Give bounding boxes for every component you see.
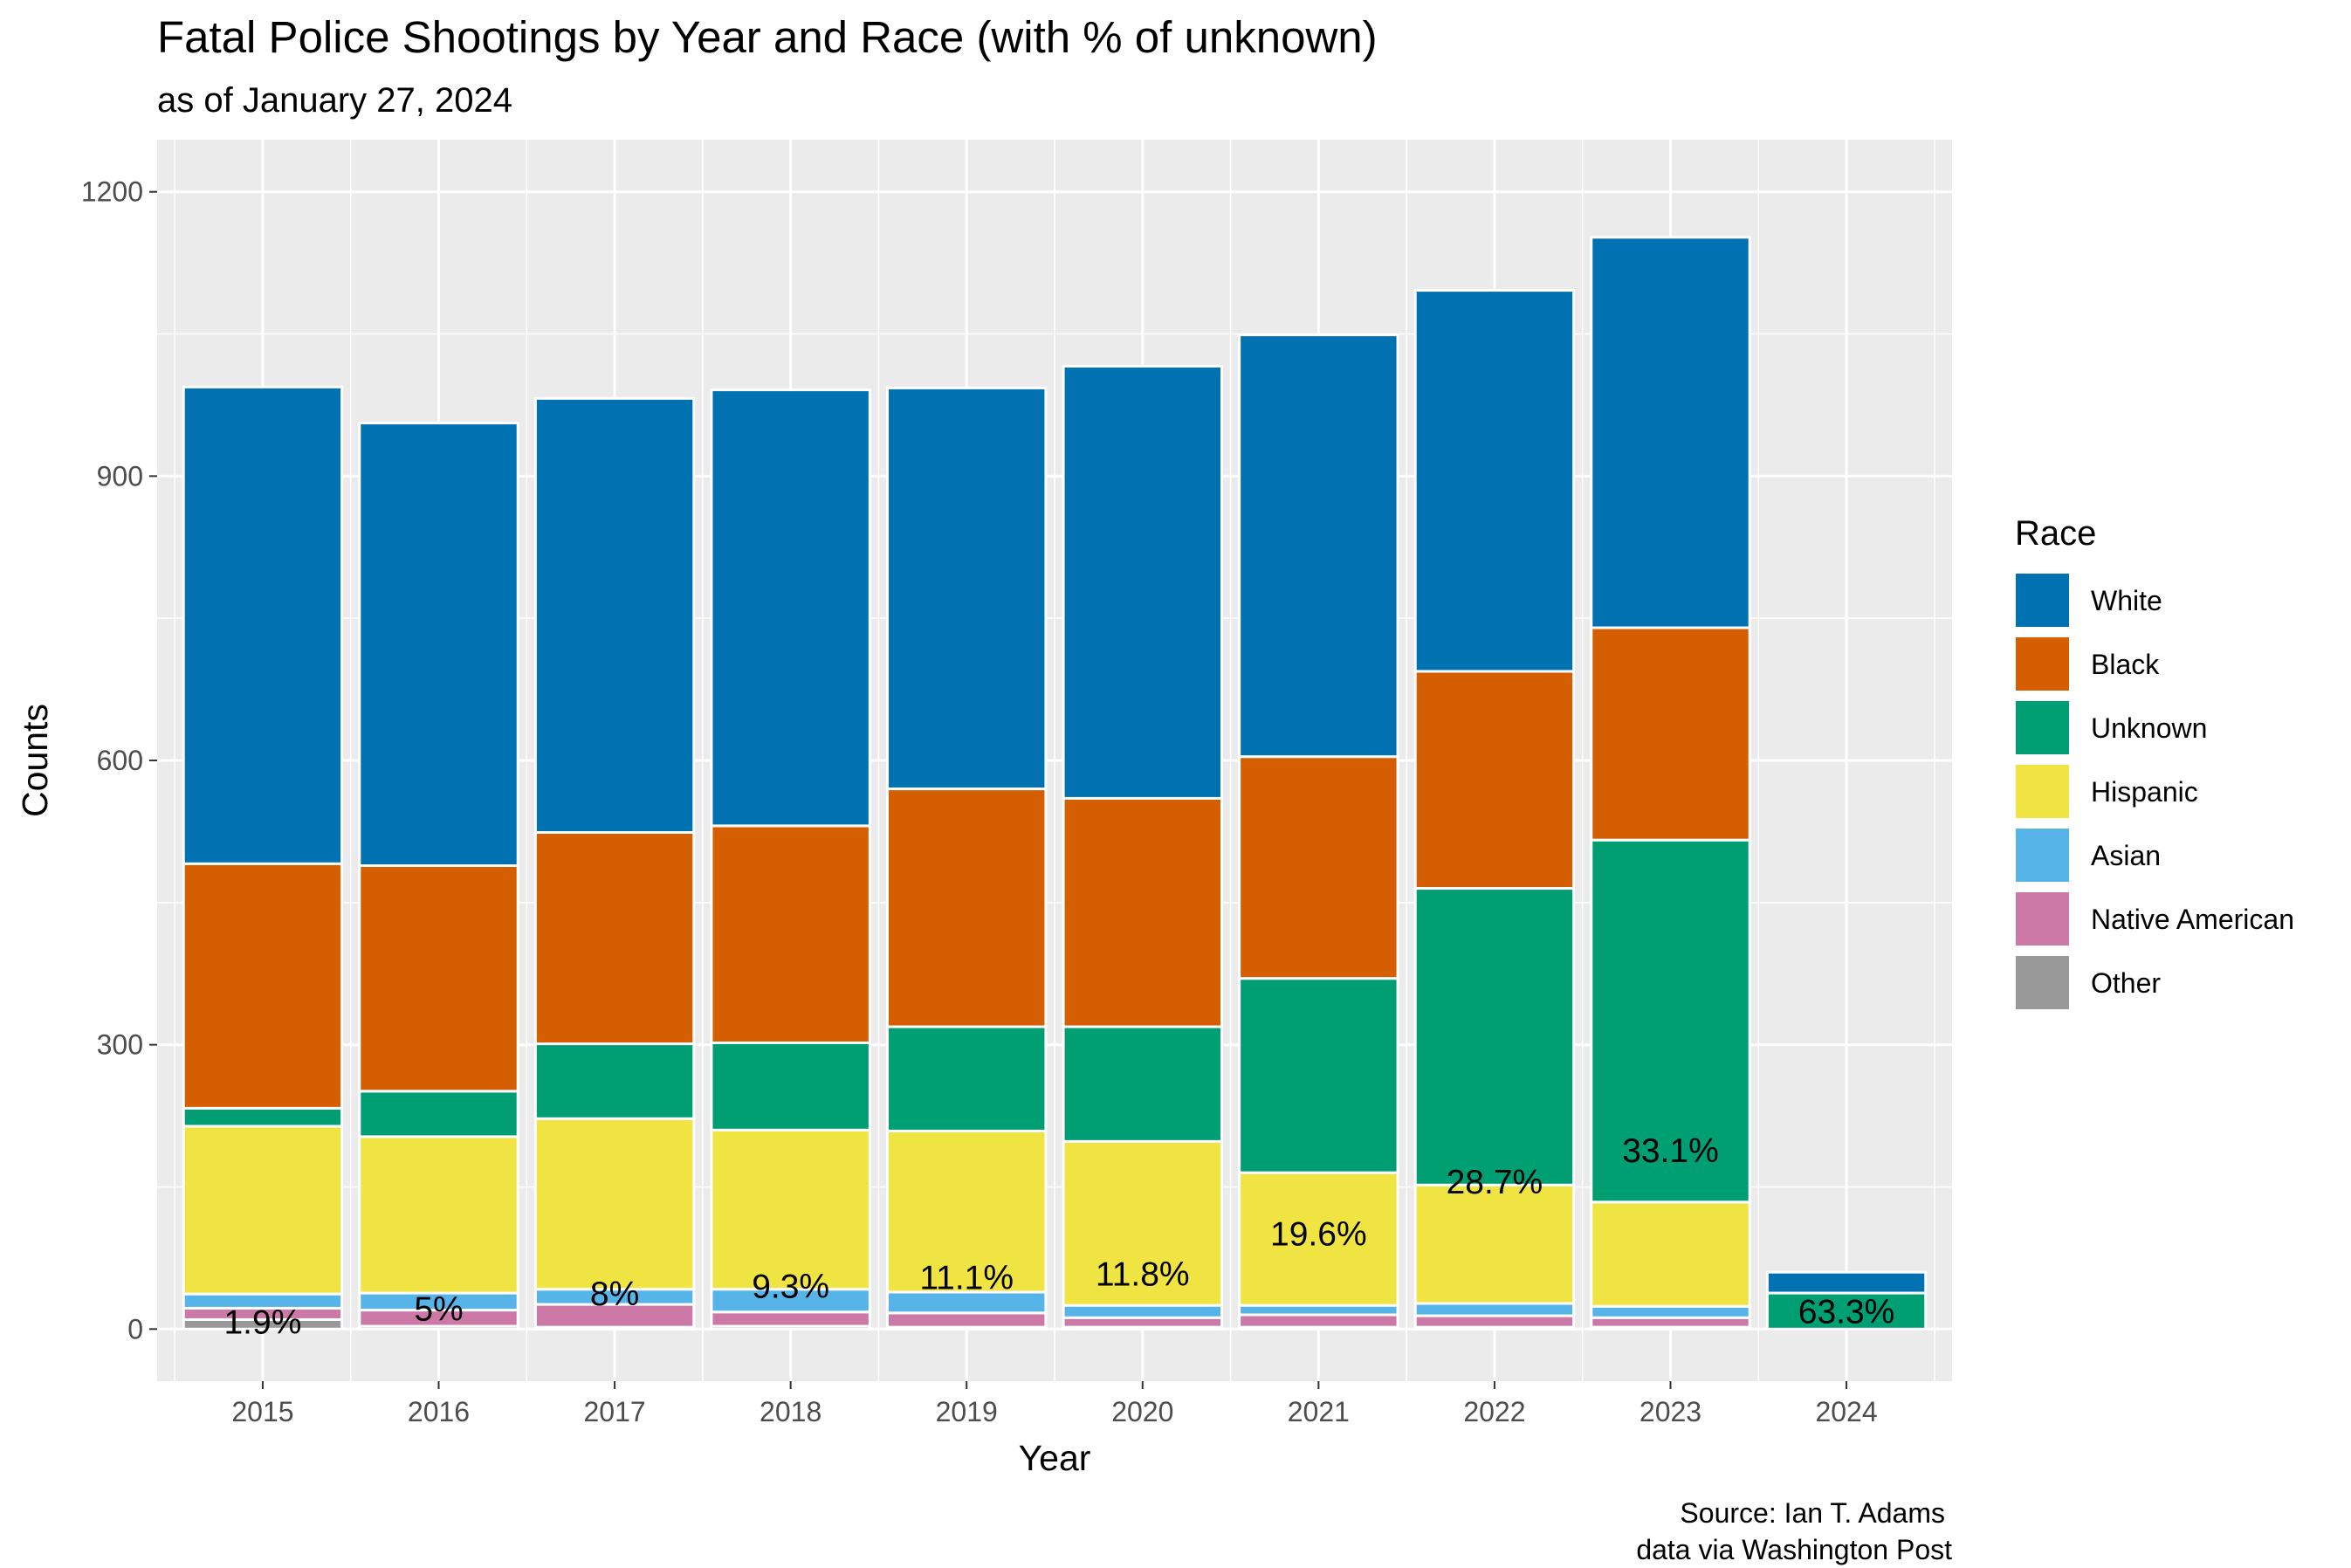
bar-segment-asian [1590,1304,1751,1319]
bar-segment-hispanic [1062,1139,1223,1307]
bars [182,236,1928,1331]
percent-label: 11.1% [919,1260,1014,1297]
x-tick-label: 2022 [1463,1396,1525,1427]
legend-label: Other [2091,967,2161,999]
bar-segment-black [886,787,1048,1028]
bar-segment-native-american [1062,1316,1223,1329]
bar-segment-unknown [358,1090,519,1138]
legend-key-unknown [2014,699,2071,756]
bar-segment-hispanic [1238,1171,1399,1307]
bar-segment-native-american [710,1310,871,1328]
y-tick-label: 600 [97,745,143,776]
bar-segment-hispanic [533,1117,696,1291]
bar-segment-white [1238,334,1399,759]
percent-label: 11.8% [1096,1255,1190,1293]
x-tick-label: 2019 [936,1396,998,1427]
legend-key-asian [2014,827,2071,884]
percent-label: 9.3% [752,1268,829,1305]
y-tick-label: 900 [97,460,143,492]
bar-segment-black [358,863,519,1093]
x-axis-title: Year [1019,1438,1091,1478]
x-axis: 2015 2016 2017 2018 2019 2020 2021 2022 2023 2024 [231,1381,1878,1427]
bar-segment-asian [1413,1302,1576,1317]
bar-segment-white [886,386,1048,791]
bar-segment-white [1413,289,1576,673]
bar-segment-black [710,824,871,1044]
bar-segment-unknown [886,1025,1048,1132]
bar-segment-asian [1238,1303,1399,1317]
bar-segment-unknown [533,1042,696,1120]
bar-segment-native-american [1238,1313,1399,1329]
percent-label: 33.1% [1622,1132,1719,1170]
bar-segment-white [1590,236,1751,629]
legend-label: Hispanic [2091,776,2198,808]
bar-segment-hispanic [1590,1200,1751,1308]
bar-segment-black [1413,670,1576,891]
bar-segment-black [1238,755,1399,980]
x-tick-label: 2018 [760,1396,821,1427]
bar-segment-native-american [1590,1316,1751,1329]
legend-key-other [2014,954,2071,1011]
bar-segment-white [1765,1270,1928,1295]
y-axis-title: Counts [15,704,55,817]
bar-segment-black [1590,626,1751,842]
bar-segment-white [1062,364,1223,800]
percent-label: 1.9% [223,1304,301,1342]
y-tick-label: 1200 [81,176,143,208]
x-tick-label: 2024 [1815,1396,1877,1427]
legend-label: Native American [2091,904,2294,935]
data-caption: data via Washington Post [1636,1534,1952,1565]
bar-segment-native-american [886,1311,1048,1329]
source-caption: Source: Ian T. Adams [1680,1497,1945,1529]
bar-segment-white [358,422,519,867]
legend-label: White [2091,585,2162,616]
bar-segment-asian [1062,1303,1223,1319]
legend-key-white [2014,572,2071,629]
y-axis: 0 300 600 900 1200 [81,176,157,1344]
legend-key-native-american [2014,891,2071,947]
percent-label: 8% [590,1276,639,1313]
percent-label: 19.6% [1270,1216,1367,1254]
x-tick-label: 2015 [231,1396,293,1427]
legend-label: Unknown [2091,712,2207,744]
bar-segment-unknown [1765,1291,1928,1331]
bar-segment-native-american [1413,1314,1576,1329]
bar-segment-hispanic [358,1135,519,1295]
legend-label: Asian [2091,840,2161,871]
bar-segment-black [182,862,344,1110]
y-tick-label: 0 [127,1313,143,1344]
x-tick-label: 2021 [1288,1396,1350,1427]
percent-label: 63.3% [1798,1294,1895,1331]
bar-segment-unknown [1238,977,1399,1174]
bar-segment-white [710,389,871,828]
legend-label: Black [2091,649,2160,680]
x-tick-label: 2016 [408,1396,470,1427]
x-tick-label: 2017 [583,1396,645,1427]
percent-label: 5% [414,1290,463,1328]
bar-segment-white [533,396,696,834]
y-tick-label: 300 [97,1029,143,1061]
legend-key-hispanic [2014,763,2071,820]
legend-key-black [2014,636,2071,692]
bar-segment-unknown [710,1041,871,1131]
bar-segment-white [182,385,344,865]
bar-segment-unknown [1590,838,1751,1204]
chart-title: Fatal Police Shootings by Year and Race … [157,12,1378,62]
bar-segment-unknown [1062,1025,1223,1143]
bar-segment-hispanic [182,1124,344,1296]
bar-segment-unknown [1413,887,1576,1186]
legend-title: Race [2015,514,2096,553]
bar-segment-black [1062,796,1223,1028]
percent-labels: 1.9% 5% 8% 9.3% 11.1% 11.8% 19.6% 28.7% 33.1% 63.… [223,1132,1894,1341]
bar-segment-hispanic [710,1128,871,1291]
x-tick-label: 2023 [1640,1396,1701,1427]
bar-segment-hispanic [1413,1183,1576,1305]
bar-segment-unknown [182,1106,344,1128]
percent-label: 28.7% [1447,1164,1543,1201]
legend: Race White Black Unknown Hispanic Asian Nativ… [2014,514,2294,1011]
chart-subtitle: as of January 27, 2024 [157,81,512,120]
bar-segment-black [533,830,696,1046]
x-tick-label: 2020 [1111,1396,1173,1427]
